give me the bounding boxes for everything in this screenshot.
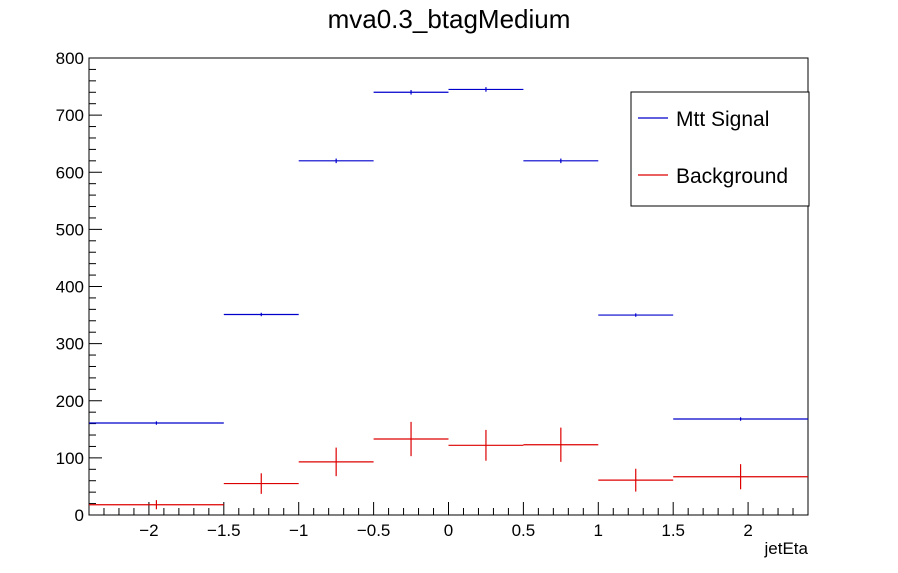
chart-title: mva0.3_btagMedium [328, 4, 571, 34]
x-tick-label: 2 [743, 521, 752, 540]
series-background [89, 421, 808, 510]
legend-label: Background [676, 165, 788, 188]
legend-box [630, 91, 810, 207]
y-tick-label: 300 [56, 335, 84, 354]
x-axis-label: jetEta [764, 539, 809, 558]
x-tick-label: 1.5 [661, 521, 685, 540]
y-tick-label: 800 [56, 49, 84, 68]
y-tick-label: 200 [56, 392, 84, 411]
x-tick-label: 0.5 [512, 521, 536, 540]
y-tick-label: 100 [56, 449, 84, 468]
x-tick-label: −1.5 [207, 521, 241, 540]
y-tick-label: 700 [56, 106, 84, 125]
x-tick-label: 1 [594, 521, 603, 540]
series-signal [89, 87, 808, 425]
y-tick-label: 600 [56, 163, 84, 182]
y-tick-label: 500 [56, 220, 84, 239]
legend-label: Mtt Signal [676, 108, 769, 131]
x-tick-label: 0 [444, 521, 453, 540]
x-tick-label: −1 [289, 521, 308, 540]
y-tick-label: 0 [75, 506, 84, 525]
x-tick-label: −2 [139, 521, 158, 540]
y-tick-label: 400 [56, 278, 84, 297]
x-tick-label: −0.5 [357, 521, 391, 540]
